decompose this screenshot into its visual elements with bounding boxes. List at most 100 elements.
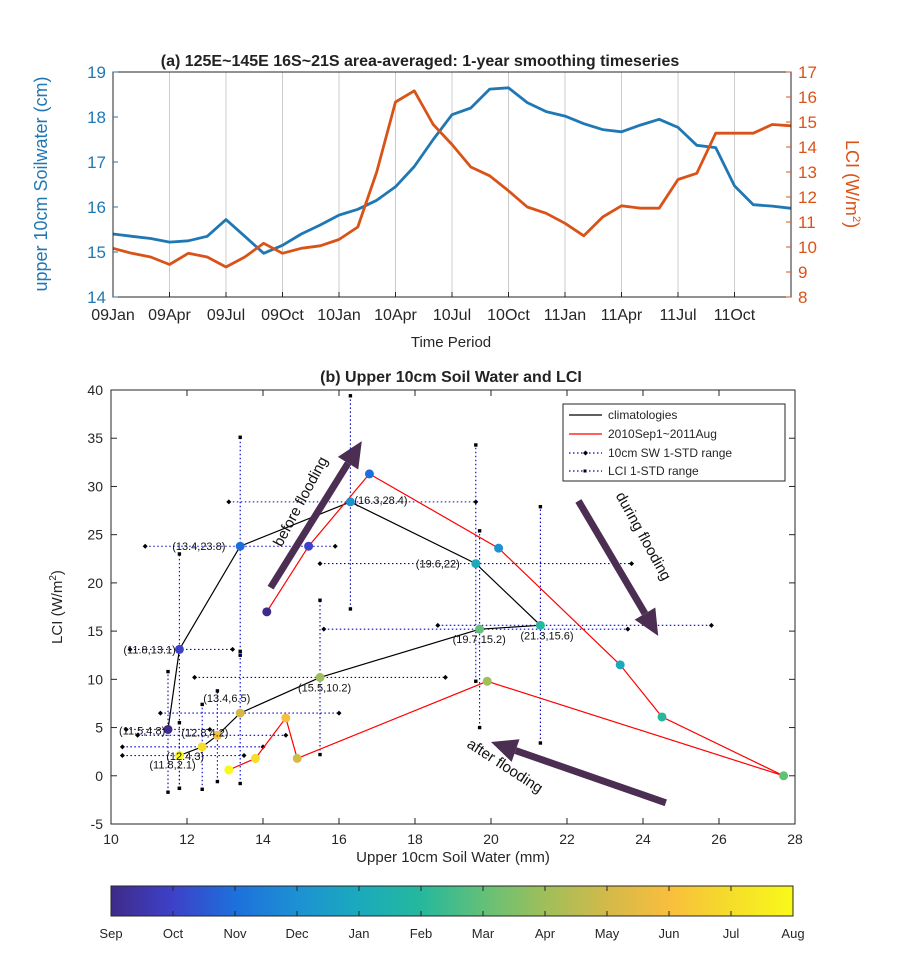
timeseries-y-label-left: upper 10cm Soilwater (cm) — [31, 76, 51, 291]
scatter-x-tick-label: 12 — [179, 831, 195, 847]
scatter-x-tick-label: 18 — [407, 831, 423, 847]
scatter-y-tick-label: 30 — [87, 478, 103, 494]
climatology-point — [174, 751, 184, 761]
flood-year-point — [250, 753, 260, 763]
climatology-label: (11.8,13.1) — [123, 644, 175, 656]
flood-year-point — [304, 541, 314, 551]
timeseries-x-tick-label: 09Oct — [261, 307, 304, 324]
climatology-label: (13.4,23.8) — [172, 541, 225, 553]
climatology-point — [471, 559, 481, 569]
timeseries-y-tick-label-right: 11 — [798, 213, 816, 232]
colorbar-tick-label: Jul — [723, 926, 740, 941]
timeseries-x-tick-label: 11Jan — [544, 307, 586, 324]
climatology-point — [345, 497, 355, 507]
sw-std-diamond-marker — [127, 646, 133, 652]
colorbar-tick-label: Apr — [535, 926, 556, 941]
lci-std-square-marker — [238, 781, 242, 786]
sw-std-diamond-marker — [241, 753, 247, 759]
scatter-title: (b) Upper 10cm Soil Water and LCI — [320, 369, 582, 386]
legend-diamond-marker — [583, 450, 588, 456]
lci-std-square-marker — [474, 679, 478, 683]
timeseries-y-tick-label-left: 17 — [87, 153, 106, 172]
timeseries-x-tick-label: 10Apr — [374, 307, 417, 324]
flood-arrow-head — [634, 607, 659, 636]
lci-series-line — [112, 89, 792, 269]
legend-label-flood-year: 2010Sep1~2011Aug — [608, 427, 717, 441]
legend-label-lci-std: LCI 1-STD range — [608, 464, 699, 478]
timeseries-y-label-right: LCI (W/m2) — [842, 140, 862, 228]
colorbar-tick-label: Sep — [99, 926, 122, 941]
timeseries-y-tick-label-left: 16 — [87, 198, 106, 217]
lci-std-square-marker — [200, 702, 204, 707]
timeseries-y-tick-label-left: 18 — [87, 108, 106, 127]
climatology-label: (21.3,15.6) — [520, 630, 573, 642]
sw-std-diamond-marker — [442, 674, 448, 680]
lci-std-square-marker — [215, 779, 220, 784]
sw-std-diamond-marker — [119, 753, 125, 759]
sw-std-diamond-marker — [321, 626, 327, 632]
timeseries-x-tick-label: 09Jan — [91, 307, 135, 324]
lci-std-square-marker — [177, 786, 182, 791]
flood-year-point — [779, 771, 789, 781]
lci-std-square-marker — [238, 649, 242, 654]
sw-std-diamond-marker — [332, 543, 338, 549]
colorbar-ticks: Sep Oct Nov Dec Jan Feb Mar Apr May Jun Jul Aug — [99, 886, 805, 941]
timeseries-title: (a) 125E~145E 16S~21S area-averaged: 1-y… — [161, 53, 680, 70]
scatter-y-tick-label: 5 — [95, 720, 103, 736]
lci-std-square-marker — [348, 394, 353, 398]
lci-std-square-marker — [538, 741, 543, 745]
sw-std-diamond-marker — [336, 710, 342, 716]
sw-std-diamond-marker — [473, 499, 479, 505]
scatter-y-tick-label: 35 — [87, 430, 103, 446]
sw-std-diamond-marker — [135, 732, 141, 738]
colorbar-tick-label: Oct — [163, 926, 184, 941]
scatter-y-tick-label: 25 — [87, 527, 103, 543]
flood-arrow-shaft — [514, 747, 667, 807]
colorbar-tick-label: Dec — [285, 926, 309, 941]
scatter-y-tick-label: 40 — [87, 382, 103, 398]
lci-std-square-marker — [318, 752, 322, 757]
climatology-label: (16.3,28.4) — [354, 495, 407, 507]
scatter-y-tick-label: 0 — [95, 768, 103, 784]
scatter-y-tick-label: 20 — [87, 575, 103, 591]
legend: climatologies 2010Sep1~2011Aug 10cm SW 1… — [562, 403, 786, 482]
sw-std-diamond-marker — [708, 622, 714, 628]
sw-std-diamond-marker — [157, 710, 163, 716]
lci-std-square-marker — [238, 435, 242, 439]
colorbar-tick-label: Feb — [410, 926, 432, 941]
legend-square-marker — [583, 469, 587, 473]
climatology-label: (11.5,4.8) — [119, 725, 165, 737]
colorbar-tick-label: Jun — [659, 926, 680, 941]
scatter-y-tick-label: 10 — [87, 671, 103, 687]
colorbar-tick-label: Nov — [223, 926, 247, 941]
legend-box — [562, 403, 786, 482]
lci-std-square-marker — [477, 529, 482, 533]
lci-std-square-marker — [177, 721, 182, 725]
timeseries-y-tick-label-right: 13 — [798, 163, 817, 182]
timeseries-y-tick-label-right: 15 — [798, 113, 817, 132]
colorbar-tick-label: Aug — [781, 926, 804, 941]
scatter-x-tick-label: 28 — [787, 831, 803, 847]
scatter-x-label: Upper 10cm Soil Water (mm) — [356, 849, 550, 866]
sw-std-diamond-marker — [317, 561, 323, 567]
sw-std-diamond-marker — [119, 744, 125, 750]
timeseries-x-tick-label: 09Apr — [148, 307, 191, 324]
colorbar-tick-label: Jan — [349, 926, 370, 941]
climatology-label: (15.5,10.2) — [298, 682, 351, 694]
flood-arrow-shaft — [267, 461, 352, 590]
scatter-points — [163, 469, 789, 781]
climatology-labels: (11.5,4.8) (11.8,13.1) (13.4,23.8) (16.3,28… — [119, 495, 574, 772]
scatter-y-tick-label: 15 — [87, 623, 103, 639]
climatology-point — [315, 672, 325, 682]
timeseries-x-tick-label: 10Oct — [487, 307, 530, 324]
sw-std-diamond-marker — [435, 622, 441, 628]
scatter-x-tick-label: 16 — [331, 831, 347, 847]
scatter-x-tick-label: 26 — [711, 831, 727, 847]
lci-std-square-marker — [166, 669, 170, 674]
flood-arrow-head — [491, 739, 520, 762]
climatology-label: (12.4,3) — [166, 751, 204, 763]
timeseries-lines — [112, 86, 792, 269]
timeseries-x-tick-label: 11Jul — [659, 307, 696, 324]
lci-std-square-marker — [215, 689, 220, 693]
